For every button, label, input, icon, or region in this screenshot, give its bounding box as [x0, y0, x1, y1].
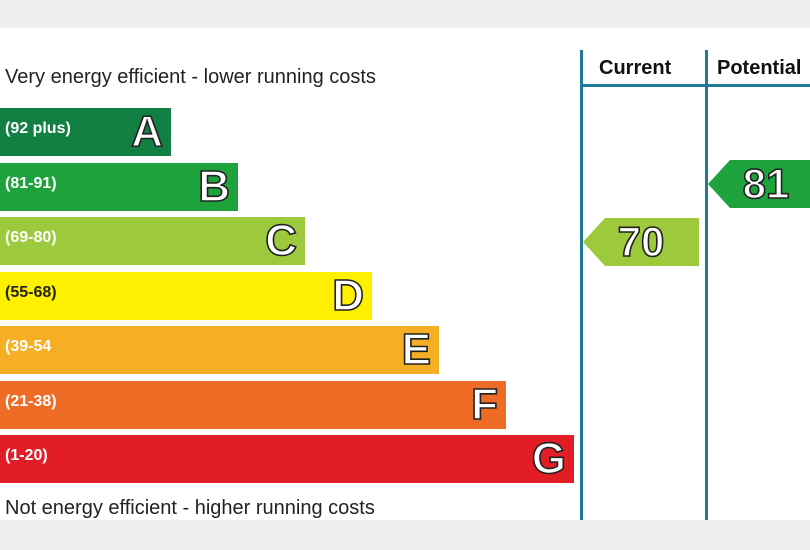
band-g: (1-20) G — [0, 433, 574, 484]
band-c-range: (69-80) — [5, 229, 57, 246]
bottom-caption: Not energy efficient - higher running co… — [5, 497, 375, 519]
potential-column-header: Potential — [717, 57, 802, 79]
column-divider-potential — [705, 50, 708, 520]
band-c: (69-80) C — [0, 215, 305, 266]
band-d-letter: D — [331, 270, 364, 321]
potential-rating-arrow: 81 — [708, 159, 810, 208]
band-d-range: (55-68) — [5, 283, 57, 301]
column-divider-current — [580, 50, 583, 520]
band-a: (92 plus) A — [0, 106, 171, 157]
band-f-range: (21-38) — [5, 392, 57, 410]
band-d: (55-68) D — [0, 270, 372, 321]
band-g-range: (1-20) — [5, 447, 48, 464]
band-a-range: (92 plus) — [5, 120, 71, 137]
band-e-range: (39-54 — [5, 338, 52, 355]
current-rating-arrow: 70 — [583, 217, 699, 266]
band-f: (21-38) F — [0, 379, 506, 430]
band-f-letter: F — [470, 379, 498, 430]
current-rating-value: 70 — [617, 217, 665, 266]
potential-rating-value: 81 — [742, 159, 790, 208]
header-underline — [580, 84, 810, 87]
band-b-range: (81-91) — [5, 174, 57, 192]
band-e-letter: E — [401, 324, 432, 375]
band-a-letter: A — [130, 106, 163, 157]
current-column-header: Current — [599, 57, 672, 79]
band-e: (39-54 E — [0, 324, 439, 375]
energy-rating-chart: Very energy efficient - lower running co… — [0, 28, 810, 520]
top-caption: Very energy efficient - lower running co… — [5, 66, 376, 88]
band-b-letter: B — [197, 161, 230, 212]
band-b: (81-91) B — [0, 161, 238, 212]
band-c-letter: C — [264, 215, 297, 266]
band-g-letter: G — [531, 433, 567, 484]
